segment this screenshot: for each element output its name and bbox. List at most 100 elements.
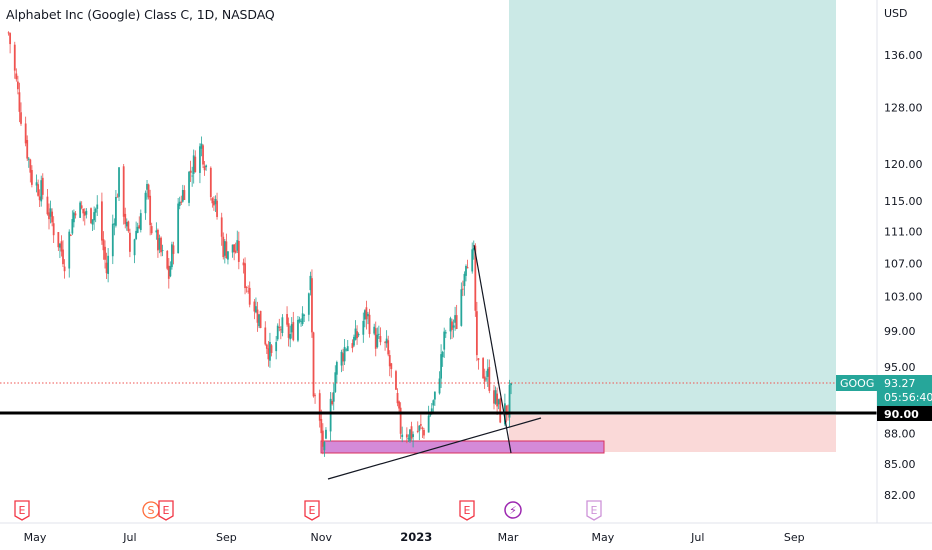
candle[interactable] <box>287 317 290 347</box>
candle[interactable] <box>169 261 172 278</box>
candle[interactable] <box>331 392 334 406</box>
event-marker-earnings[interactable]: E <box>304 500 320 521</box>
candle[interactable] <box>122 163 125 225</box>
candle[interactable] <box>334 365 337 393</box>
candle[interactable] <box>452 319 455 338</box>
candle[interactable] <box>269 332 271 368</box>
candle[interactable] <box>113 218 116 236</box>
candle[interactable] <box>214 195 217 212</box>
candle[interactable] <box>494 386 497 405</box>
candle[interactable] <box>245 286 248 293</box>
candle[interactable] <box>220 212 223 246</box>
candle[interactable] <box>463 271 466 296</box>
candle[interactable] <box>384 340 386 351</box>
candle[interactable] <box>60 235 63 257</box>
candle[interactable] <box>138 216 141 229</box>
candle[interactable] <box>177 197 180 254</box>
candle[interactable] <box>303 313 306 323</box>
candle[interactable] <box>264 321 267 346</box>
candle[interactable] <box>192 149 195 184</box>
candle[interactable] <box>200 136 203 157</box>
candle[interactable] <box>57 231 60 251</box>
symbol-badge[interactable]: GOOG <box>836 375 877 391</box>
candle[interactable] <box>233 244 236 261</box>
candle[interactable] <box>136 222 139 234</box>
candle[interactable] <box>486 359 489 387</box>
candle[interactable] <box>85 208 88 219</box>
candle[interactable] <box>483 368 486 389</box>
candle[interactable] <box>27 156 30 168</box>
candle[interactable] <box>342 348 344 371</box>
candle[interactable] <box>236 230 239 254</box>
candle[interactable] <box>181 184 184 203</box>
candle[interactable] <box>48 203 50 230</box>
candle[interactable] <box>223 239 226 264</box>
candle[interactable] <box>133 238 136 264</box>
event-marker-earnings[interactable]: E <box>459 500 475 521</box>
candle[interactable] <box>290 317 293 339</box>
candle[interactable] <box>96 195 99 216</box>
candle[interactable] <box>41 173 44 200</box>
candle[interactable] <box>13 41 16 79</box>
candle[interactable] <box>118 166 120 201</box>
candle[interactable] <box>115 190 117 228</box>
candle[interactable] <box>318 389 321 428</box>
candle[interactable] <box>155 222 158 240</box>
candle[interactable] <box>472 240 475 260</box>
candle[interactable] <box>205 164 208 171</box>
candle[interactable] <box>496 387 499 415</box>
candle[interactable] <box>461 280 464 297</box>
candle[interactable] <box>301 306 304 326</box>
candle[interactable] <box>180 195 183 206</box>
candle[interactable] <box>508 379 511 428</box>
candle[interactable] <box>465 264 467 282</box>
level-badge[interactable]: 90.00 <box>877 406 932 421</box>
candle[interactable] <box>385 330 388 348</box>
candle[interactable] <box>314 393 316 404</box>
candle[interactable] <box>256 301 259 332</box>
candle[interactable] <box>20 102 22 126</box>
candle[interactable] <box>172 241 175 265</box>
candle[interactable] <box>15 68 18 82</box>
candle[interactable] <box>209 166 212 201</box>
candle[interactable] <box>311 269 313 338</box>
candle[interactable] <box>387 335 390 357</box>
candle[interactable] <box>111 214 114 265</box>
candle[interactable] <box>421 426 424 438</box>
candle[interactable] <box>69 234 72 237</box>
candle[interactable] <box>166 250 169 271</box>
candle[interactable] <box>323 441 326 457</box>
candle[interactable] <box>35 174 38 193</box>
candle[interactable] <box>149 189 152 236</box>
candle[interactable] <box>171 241 173 270</box>
candle[interactable] <box>401 426 404 443</box>
candle[interactable] <box>325 427 327 440</box>
candle[interactable] <box>286 306 288 327</box>
candle[interactable] <box>216 192 218 220</box>
candle[interactable] <box>237 231 240 270</box>
candle[interactable] <box>376 327 379 349</box>
candle[interactable] <box>356 325 358 345</box>
candle[interactable] <box>396 388 399 407</box>
candle[interactable] <box>488 359 491 394</box>
candle[interactable] <box>202 144 204 168</box>
candle[interactable] <box>58 242 61 259</box>
candle[interactable] <box>466 259 469 269</box>
candle[interactable] <box>368 308 371 338</box>
candle[interactable] <box>29 158 32 183</box>
candle[interactable] <box>105 252 108 280</box>
candle[interactable] <box>373 323 376 336</box>
candle[interactable] <box>234 242 237 254</box>
candle[interactable] <box>16 75 19 95</box>
candle[interactable] <box>107 248 110 283</box>
candle[interactable] <box>194 150 197 173</box>
candle[interactable] <box>213 196 215 211</box>
candle[interactable] <box>441 350 444 367</box>
candle[interactable] <box>24 116 27 147</box>
candle[interactable] <box>49 200 52 224</box>
candle[interactable] <box>150 222 153 235</box>
candle[interactable] <box>30 165 33 188</box>
candle[interactable] <box>418 425 421 441</box>
event-marker-earnings[interactable]: E <box>158 500 174 521</box>
trendline-wedge-lower[interactable] <box>327 417 542 480</box>
